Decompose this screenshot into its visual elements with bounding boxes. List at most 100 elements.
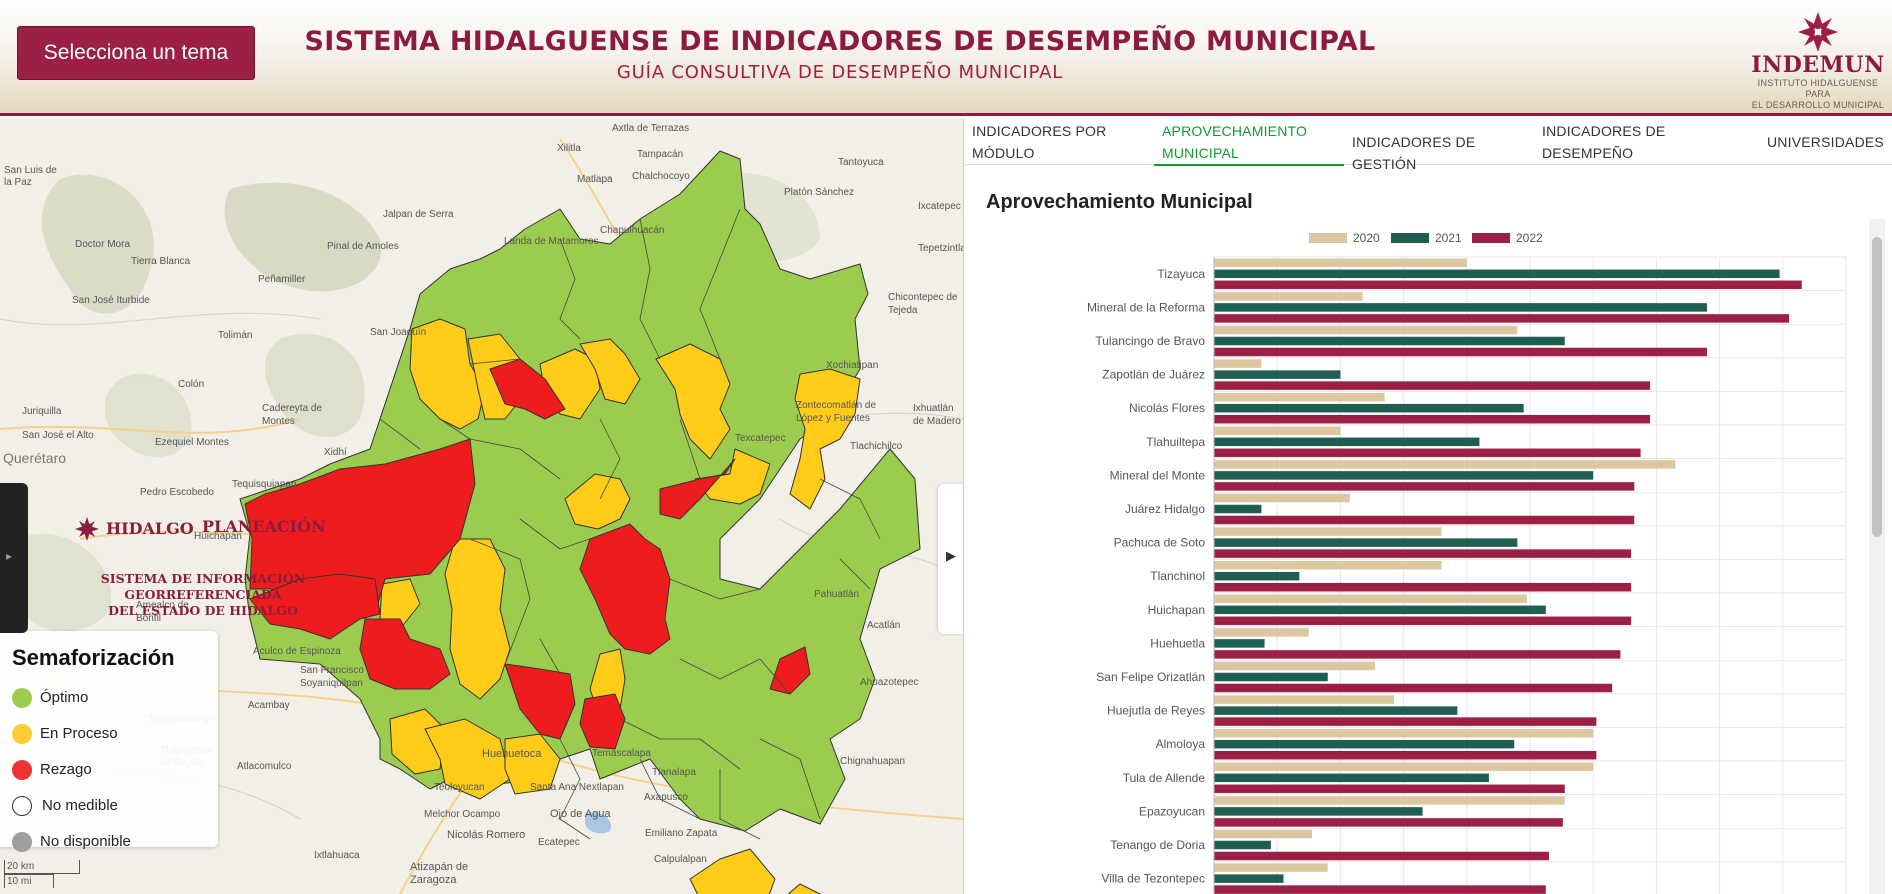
bar-2021 <box>1214 739 1515 749</box>
bar-2022 <box>1214 784 1565 794</box>
municipality-proceso[interactable] <box>409 318 486 430</box>
municipality-rezago[interactable] <box>249 573 381 640</box>
legend-dot-icon <box>12 688 32 708</box>
municipality-proceso[interactable] <box>685 848 776 894</box>
place-label: Temascalapa <box>592 748 651 759</box>
bar-2022 <box>1214 347 1707 357</box>
bar-2022 <box>1214 482 1635 491</box>
municipality-proceso[interactable] <box>655 343 731 460</box>
tab-label: INDICADORES POR <box>972 123 1107 139</box>
select-topic-button[interactable]: Selecciona un tema <box>17 26 255 80</box>
siger-title: SISTEMA DE INFORMACIÓN GEORREFERENCIADA … <box>38 571 368 619</box>
tab-indicadores-por-modulo[interactable]: INDICADORES POR MÓDULO <box>972 120 1142 166</box>
place-label: Tolimán <box>218 330 253 341</box>
category-label: Almoloya <box>1156 737 1206 751</box>
bar-2020 <box>1214 863 1328 872</box>
left-panel-toggle[interactable]: ▸ <box>0 483 28 633</box>
place-label: Chignahuapan <box>840 756 906 767</box>
municipality-proceso[interactable] <box>789 368 861 510</box>
bar-2021 <box>1214 605 1546 615</box>
place-label: Tantoyuca <box>838 157 884 168</box>
place-label: Chicontepec de Tejeda <box>888 292 958 316</box>
place-label: Colón <box>178 379 205 390</box>
tab-universidades[interactable]: UNIVERSIDADES <box>1767 131 1887 177</box>
municipality-rezago[interactable] <box>359 618 451 690</box>
brand-hidalgo: HIDALGO <box>106 519 194 538</box>
place-label: Acatlán <box>867 620 901 631</box>
category-label: Tlahuiltepa <box>1146 435 1205 449</box>
municipality-proceso[interactable] <box>694 448 771 505</box>
municipality-rezago[interactable] <box>579 523 671 655</box>
tab-indicadores-de-gestion[interactable]: INDICADORES DE GESTIÓN <box>1352 131 1542 177</box>
right-panel-toggle[interactable]: ▶ <box>938 484 963 634</box>
tab-indicadores-de-desempeno[interactable]: INDICADORES DE DESEMPEÑO <box>1542 120 1712 166</box>
bar-2022 <box>1214 381 1651 390</box>
tab-aprovechamiento-municipal[interactable]: APROVECHAMIENTO MUNICIPAL <box>1154 120 1344 166</box>
municipality-proceso[interactable] <box>424 718 511 800</box>
place-label: Tepetzintla <box>918 243 963 254</box>
flower-logo-icon <box>1798 12 1838 52</box>
place-label: Platón Sánchez <box>784 187 855 198</box>
place-label: Zontecomatlán de López y Fuentes <box>796 400 877 424</box>
place-label: Santa Ana Nextlapan <box>530 782 624 793</box>
logo-subtitle: INSTITUTO HIDALGUENSE PARA EL DESARROLLO… <box>1748 78 1888 111</box>
municipality-proceso[interactable] <box>765 883 845 894</box>
legend-label: 2022 <box>1516 231 1543 245</box>
legend-label: Óptimo <box>40 689 89 706</box>
place-label: Aculco de Espinoza <box>253 646 341 657</box>
bar-2020 <box>1214 695 1395 704</box>
bar-2020 <box>1214 728 1594 738</box>
semaforizacion-legend: Semaforización Óptimo En Proceso Rezago … <box>0 631 218 852</box>
bar-2020 <box>1214 258 1467 268</box>
place-label: Ixtlahuaca <box>314 850 360 861</box>
place-label: Atizapán de Zaragoza <box>410 861 469 886</box>
tab-label: UNIVERSIDADES <box>1767 134 1884 150</box>
legend-item-no-medible: No medible <box>12 794 212 818</box>
municipality-proceso[interactable] <box>444 538 511 700</box>
place-label: Chapulhuacán <box>600 225 665 236</box>
municipality-rezago[interactable] <box>659 458 736 520</box>
app-header: Selecciona un tema SISTEMA HIDALGUENSE D… <box>0 0 1892 116</box>
hidalgo-planeacion-brand: HIDALGO PLANEACIÓN <box>74 514 344 554</box>
category-label: Tulancingo de Bravo <box>1095 334 1205 348</box>
place-label: Chalchocoyo <box>632 171 690 182</box>
municipality-proceso[interactable] <box>389 708 446 775</box>
bar-2021 <box>1214 303 1707 312</box>
map-canvas[interactable] <box>0 119 963 894</box>
chevron-right-icon: ▸ <box>6 549 13 563</box>
municipality-proceso[interactable] <box>564 473 631 530</box>
bar-2021 <box>1214 672 1328 682</box>
bar-2020 <box>1214 392 1385 402</box>
legend-label: 2020 <box>1353 231 1380 245</box>
place-label: Atlacomulco <box>237 761 292 772</box>
legend-item-proceso: En Proceso <box>12 722 212 746</box>
bar-2021 <box>1214 840 1271 850</box>
municipality-rezago[interactable] <box>504 663 576 740</box>
bar-2021 <box>1214 639 1265 648</box>
place-label: Ixhuatlán de Madero <box>913 403 961 427</box>
place-label: Tequisquiapan <box>232 479 297 490</box>
bar-2022 <box>1214 650 1621 659</box>
bar-2020 <box>1214 460 1676 469</box>
siger-line1: SISTEMA DE INFORMACIÓN GEORREFERENCIADA <box>100 571 306 602</box>
bar-2022 <box>1214 515 1635 525</box>
municipality-proceso[interactable] <box>579 338 641 405</box>
hidalgo-state[interactable] <box>239 150 921 894</box>
place-label: Nicolás Romero <box>447 829 526 841</box>
hidalgo-shield-icon <box>75 517 99 541</box>
map-scale-bar: 20 km 10 mi <box>4 860 84 890</box>
page-subtitle: GUÍA CONSULTIVA DE DESEMPEÑO MUNICIPAL <box>616 62 1064 83</box>
bar-2020 <box>1214 426 1341 436</box>
tab-label: INDICADORES DE <box>1542 123 1666 139</box>
bar-2021 <box>1214 403 1524 413</box>
bar-2021 <box>1214 437 1480 447</box>
municipality-rezago[interactable] <box>489 358 566 420</box>
category-label: Nicolás Flores <box>1129 401 1205 415</box>
bar-2022 <box>1214 750 1597 760</box>
municipality-rezago[interactable] <box>579 693 626 750</box>
municipality-map[interactable]: Axtla de Terrazas Xilitla Tampacán Tanto… <box>0 119 963 894</box>
category-label: Pachuca de Soto <box>1114 536 1206 550</box>
category-label: Tula de Allende <box>1123 771 1206 785</box>
chart-scrollbar-thumb[interactable] <box>1872 237 1882 537</box>
logo-sub-line1: INSTITUTO HIDALGUENSE PARA <box>1757 78 1879 99</box>
